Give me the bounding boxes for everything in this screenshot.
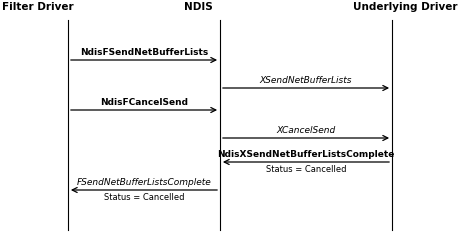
Text: NdisFSendNetBufferLists: NdisFSendNetBufferLists	[80, 48, 207, 57]
Text: XCancelSend: XCancelSend	[276, 126, 335, 135]
Text: Status = Cancelled: Status = Cancelled	[265, 165, 346, 174]
Text: NDIS: NDIS	[183, 2, 212, 12]
Text: Filter Driver: Filter Driver	[2, 2, 73, 12]
Text: NdisFCancelSend: NdisFCancelSend	[100, 98, 188, 107]
Text: XSendNetBufferLists: XSendNetBufferLists	[259, 76, 352, 85]
Text: Underlying Driver: Underlying Driver	[353, 2, 457, 12]
Text: FSendNetBufferListsComplete: FSendNetBufferListsComplete	[77, 178, 211, 187]
Text: NdisXSendNetBufferListsComplete: NdisXSendNetBufferListsComplete	[217, 150, 394, 159]
Text: Status = Cancelled: Status = Cancelled	[104, 193, 184, 202]
